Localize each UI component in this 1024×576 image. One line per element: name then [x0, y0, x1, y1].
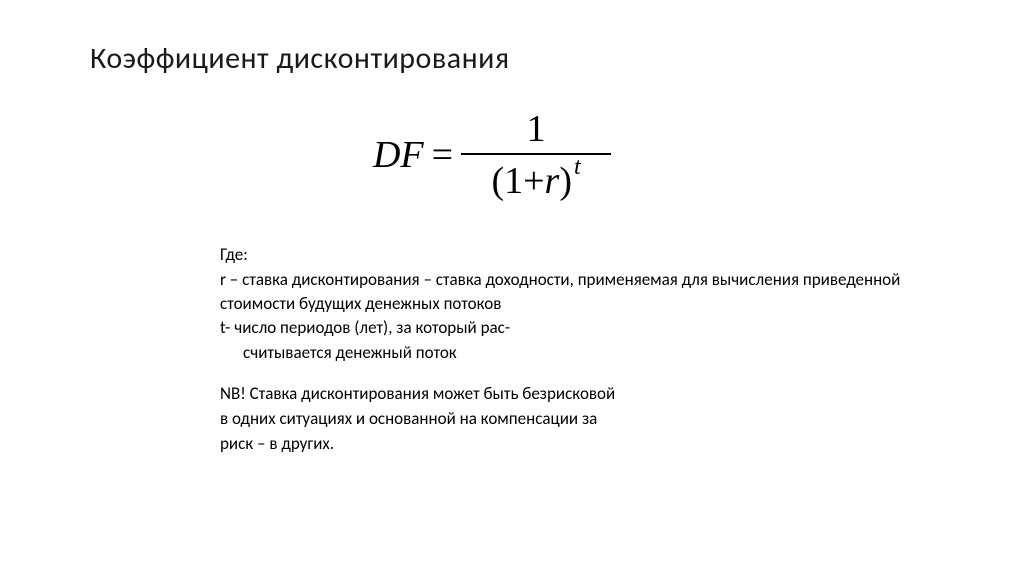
formula-block: DF = 1 ( 1 + r ) t — [50, 107, 934, 203]
formula-lhs: DF — [373, 133, 424, 177]
discount-factor-formula: DF = 1 ( 1 + r ) t — [373, 107, 611, 203]
denom-exponent: t — [574, 154, 581, 181]
denom-close-paren: ) — [559, 159, 572, 203]
nb-line1: NB! Ставка дисконтирования может быть бе… — [220, 382, 920, 406]
denom-one: 1 — [504, 159, 523, 203]
denom-plus: + — [523, 159, 544, 203]
slide-container: Коэффициент дисконтирования DF = 1 ( 1 +… — [0, 0, 1024, 496]
formula-denominator: ( 1 + r ) t — [485, 155, 586, 203]
formula-equals: = — [432, 133, 453, 177]
desc-t1: t- число периодов (лет), за который рас- — [220, 316, 920, 340]
denom-r: r — [545, 159, 560, 203]
formula-fraction: 1 ( 1 + r ) t — [461, 107, 611, 203]
nb-line3: риск – в других. — [220, 432, 920, 456]
desc-t2: считывается денежный поток — [220, 341, 920, 365]
description-block: Где: r – ставка дисконтирования – ставка… — [220, 243, 920, 455]
formula-numerator: 1 — [521, 107, 552, 153]
slide-title: Коэффициент дисконтирования — [90, 40, 934, 77]
nb-line2: в одних ситуациях и основанной на компен… — [220, 407, 920, 431]
where-label: Где: — [220, 243, 920, 267]
denom-open-paren: ( — [491, 159, 504, 203]
spacer — [220, 366, 920, 382]
desc-r: r – ставка дисконтирования – ставка дохо… — [220, 268, 920, 316]
